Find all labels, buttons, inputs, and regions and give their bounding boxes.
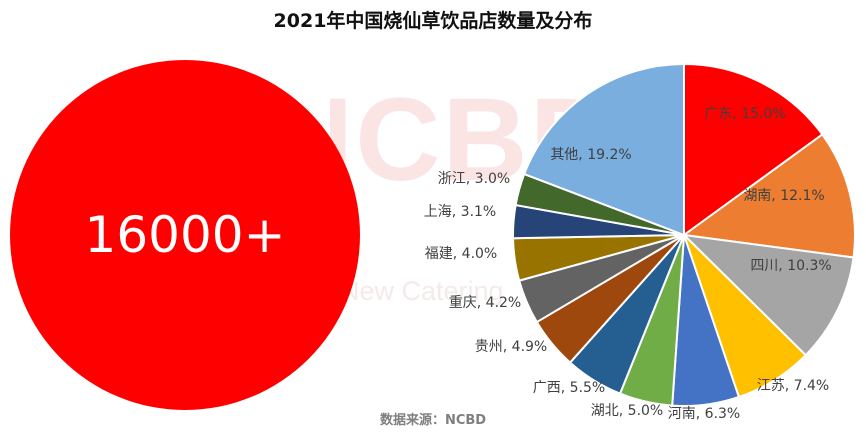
- pie-label-广西: 广西, 5.5%: [533, 380, 605, 396]
- pie-label-四川: 四川, 10.3%: [750, 258, 831, 274]
- pie-label-湖南: 湖南, 12.1%: [743, 188, 824, 204]
- pie-label-河南: 河南, 6.3%: [668, 406, 740, 422]
- pie-slice-湖南: [681, 133, 856, 259]
- pie-label-浙江: 浙江, 3.0%: [438, 171, 510, 187]
- pie-slice-其他: [522, 62, 685, 237]
- chart-title: 2021年中国烧仙草饮品店数量及分布: [273, 10, 593, 32]
- data-source: 数据来源：NCBD: [379, 413, 487, 428]
- store-count-value: 16000+: [84, 206, 286, 264]
- ncbd-watermark-subtitle: New Catering: [340, 276, 504, 306]
- pie-label-福建: 福建, 4.0%: [425, 246, 497, 262]
- pie-label-江苏: 江苏, 7.4%: [757, 378, 829, 394]
- highlight-circle: [10, 60, 360, 410]
- pie-slice-广东: [683, 62, 824, 237]
- pie-label-贵州: 贵州, 4.9%: [475, 339, 547, 355]
- pie-label-上海: 上海, 3.1%: [424, 204, 496, 220]
- pie-label-广东: 广东, 15.0%: [704, 106, 785, 122]
- pie-label-湖北: 湖北, 5.0%: [591, 403, 663, 419]
- pie-slice-四川: [681, 233, 855, 357]
- pie-label-其他: 其他, 19.2%: [550, 147, 631, 163]
- pie-label-重庆: 重庆, 4.2%: [449, 295, 521, 311]
